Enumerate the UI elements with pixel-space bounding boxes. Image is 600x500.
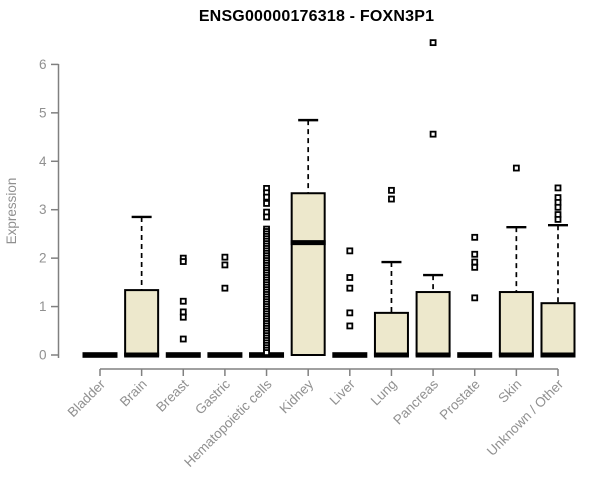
x-tick-label-unknown-other: Unknown / Other	[484, 376, 567, 459]
box	[290, 192, 326, 356]
outlier-point	[346, 322, 354, 330]
box-group-hematopoietic-cells	[249, 185, 285, 358]
box	[373, 311, 409, 357]
box-group-liver	[332, 247, 368, 358]
outlier-point	[429, 39, 437, 47]
x-tick-label-prostate: Prostate	[437, 377, 483, 423]
box	[540, 302, 576, 356]
median-line	[165, 352, 201, 358]
outlier-point	[554, 184, 562, 192]
x-tick-label-brain: Brain	[117, 377, 150, 410]
box	[415, 291, 451, 356]
y-tick-label: 2	[39, 251, 47, 266]
y-tick-label: 5	[39, 105, 47, 120]
outlier-point	[263, 213, 270, 221]
outlier-point	[263, 200, 270, 207]
y-tick-label: 0	[39, 348, 47, 363]
y-tick-label: 4	[39, 154, 47, 169]
box-group-breast	[165, 254, 201, 358]
outlier-point	[471, 250, 479, 258]
box	[124, 289, 160, 356]
box-group-pancreas	[415, 39, 451, 358]
y-tick-label: 6	[39, 57, 47, 72]
outlier-point	[179, 297, 187, 305]
x-tick-label-bladder: Bladder	[65, 376, 109, 420]
box-group-brain	[124, 215, 160, 358]
x-tick-label-pancreas: Pancreas	[390, 376, 441, 427]
x-tick-label-gastric: Gastric	[192, 376, 233, 417]
outlier-point	[221, 253, 229, 261]
outlier-point	[346, 274, 354, 281]
box-group-bladder	[82, 352, 118, 358]
outlier-point	[554, 203, 562, 211]
outlier-point	[221, 284, 229, 292]
outlier-point	[429, 130, 437, 138]
outlier-point	[346, 284, 354, 292]
x-tick-label-lung: Lung	[368, 377, 400, 409]
y-axis: 0 1 2 3 4 5 6	[39, 57, 60, 363]
box-group-kidney	[290, 118, 326, 356]
outlier-point	[346, 309, 354, 317]
x-tick-label-breast: Breast	[153, 376, 191, 414]
box-group-prostate	[457, 233, 493, 358]
outlier-point	[346, 247, 354, 255]
outlier-point	[179, 335, 187, 343]
box	[498, 291, 534, 356]
outlier-point	[512, 164, 520, 172]
outlier-point	[471, 233, 479, 241]
outlier-point	[179, 308, 187, 316]
x-tick-label-kidney: Kidney	[277, 376, 317, 416]
outlier-point	[179, 313, 187, 321]
box-group-lung	[373, 186, 409, 358]
outlier-point	[471, 258, 479, 266]
box-group-gastric	[207, 253, 243, 358]
y-tick-label: 3	[39, 202, 47, 217]
outlier-point	[179, 258, 187, 265]
outlier-point	[471, 294, 479, 302]
outlier-point	[221, 261, 229, 269]
box-group-unknown-other	[540, 184, 576, 358]
median-line	[457, 352, 493, 358]
chart-title: ENSG00000176318 - FOXN3P1	[198, 8, 435, 25]
x-tick-label-skin: Skin	[495, 377, 524, 406]
x-tick-label-liver: Liver	[327, 376, 359, 408]
median-line	[82, 352, 118, 358]
y-tick-label: 1	[39, 299, 47, 314]
median-line	[207, 352, 243, 358]
outlier-point	[388, 195, 395, 203]
box-group-skin	[498, 164, 534, 358]
outlier-point	[554, 215, 562, 223]
outlier-point	[263, 193, 270, 201]
outlier-point	[471, 263, 479, 271]
outlier-point	[263, 349, 270, 356]
outlier-point	[388, 186, 395, 194]
median-line	[332, 352, 368, 358]
